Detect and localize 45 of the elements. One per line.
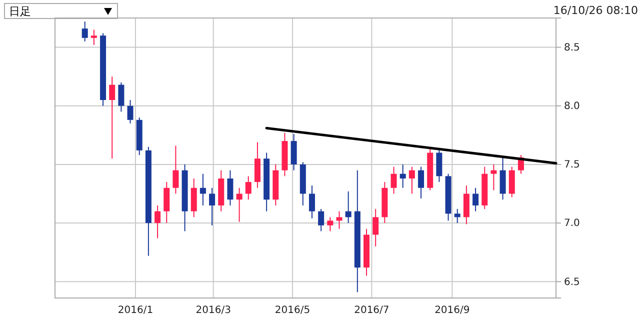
candlestick (190, 178, 197, 218)
y-tick-label: 8.5 (564, 42, 580, 54)
candlestick (318, 208, 324, 232)
candlestick (454, 208, 460, 224)
candlestick (336, 210, 342, 230)
dropdown: 日足 (4, 3, 118, 19)
candlestick (209, 187, 216, 226)
candlestick (82, 21, 88, 42)
candlestick (418, 166, 424, 199)
y-tick-label: 6.5 (564, 276, 580, 288)
candlestick (308, 185, 315, 219)
candlestick (236, 187, 242, 222)
candlestick (200, 173, 206, 206)
candlestick (436, 150, 442, 183)
text: 16/10/26 08:10 (553, 4, 638, 17)
x-tick-label: 2016/5 (274, 305, 310, 316)
x-tick-label: 2016/3 (196, 305, 231, 316)
candlestick (500, 156, 506, 200)
candlestick (472, 187, 479, 212)
x-tick-label: 2016/1 (118, 305, 154, 316)
y-tick-label: 7.0 (564, 218, 580, 230)
candlestick (490, 164, 497, 191)
candlestick (227, 170, 234, 206)
candlestick (390, 166, 397, 194)
candlestick (245, 176, 252, 200)
candlestick (372, 208, 379, 247)
candlestick (345, 190, 352, 224)
candlestick (508, 166, 515, 198)
candlestick (90, 29, 97, 46)
y-tick-label: 8.0 (564, 101, 580, 112)
candlestick (118, 82, 124, 112)
candlestick (254, 142, 260, 188)
candlestick (109, 76, 116, 160)
candlestick (154, 204, 161, 239)
x-tick-label: 2016/7 (354, 305, 390, 316)
candlestick (127, 100, 134, 124)
candlestick (400, 164, 406, 188)
candlestick (164, 182, 170, 224)
x-tick-label: 2016/9 (434, 305, 470, 316)
candlestick (463, 185, 470, 225)
candlestick (290, 133, 297, 171)
y-tick-label: 7.5 (564, 160, 580, 171)
candlestick (327, 216, 334, 232)
candlestick (408, 166, 415, 194)
candlestick (172, 145, 179, 194)
